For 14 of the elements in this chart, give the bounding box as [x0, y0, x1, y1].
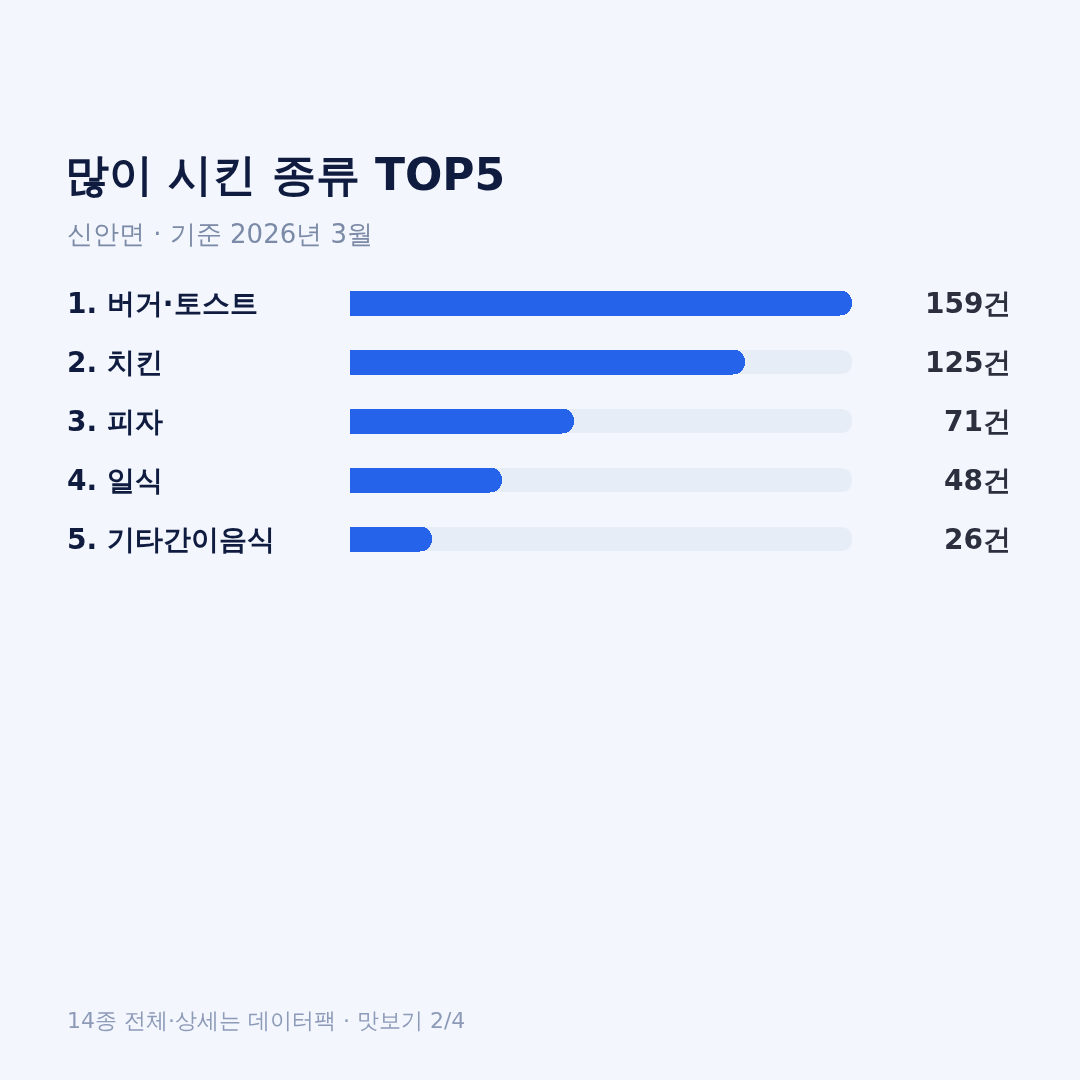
bar	[350, 526, 432, 552]
data-label: 159건	[925, 287, 1012, 320]
data-label: 48건	[944, 464, 1011, 497]
data-label: 71건	[944, 405, 1011, 438]
y-tick-label: 4. 일식	[67, 464, 163, 497]
y-tick-label: 1. 버거·토스트	[67, 287, 258, 320]
data-label: 26건	[944, 523, 1011, 556]
chart-subtitle: 신안면 · 기준 2026년 3월	[67, 219, 374, 249]
y-tick-label: 5. 기타간이음식	[67, 523, 275, 556]
text: 14종 전체·상세는 데이터팩 · 맛보기 2/4	[67, 1008, 466, 1033]
y-tick-label: 2. 치킨	[67, 346, 163, 379]
chart-title: 많이 시킨 종류 TOP5	[65, 149, 506, 201]
y-tick-label: 3. 피자	[67, 405, 163, 438]
data-label: 125건	[925, 346, 1012, 379]
